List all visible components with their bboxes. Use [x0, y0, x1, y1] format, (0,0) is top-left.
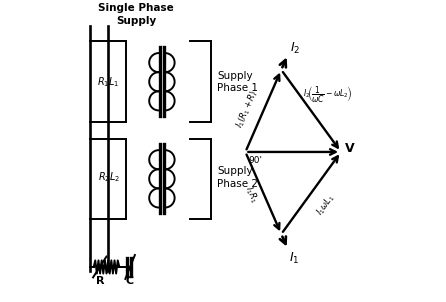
Text: V: V	[345, 143, 355, 156]
Text: Supply
Phase 1: Supply Phase 1	[217, 71, 258, 93]
Text: $I_2$: $I_2$	[290, 41, 301, 56]
Text: $I_1(R_1+R)$: $I_1(R_1+R)$	[233, 88, 260, 130]
Text: $I_1R_1$: $I_1R_1$	[242, 184, 260, 205]
Text: $I_1\omega L_1$: $I_1\omega L_1$	[314, 192, 338, 218]
Text: $I_1$: $I_1$	[289, 251, 299, 266]
Text: 90': 90'	[248, 156, 262, 165]
Text: $I_2\!\left(\!\dfrac{1}{\omega C}-\omega L_2\!\right)$: $I_2\!\left(\!\dfrac{1}{\omega C}-\omega…	[303, 84, 352, 104]
Text: $R_1L_1$: $R_1L_1$	[98, 75, 120, 89]
Text: $R_2L_2$: $R_2L_2$	[98, 170, 120, 184]
Text: R: R	[96, 276, 104, 286]
Text: Supply
Phase 2: Supply Phase 2	[217, 166, 258, 188]
Text: C: C	[126, 276, 134, 286]
Text: Single Phase
Supply: Single Phase Supply	[99, 3, 174, 26]
